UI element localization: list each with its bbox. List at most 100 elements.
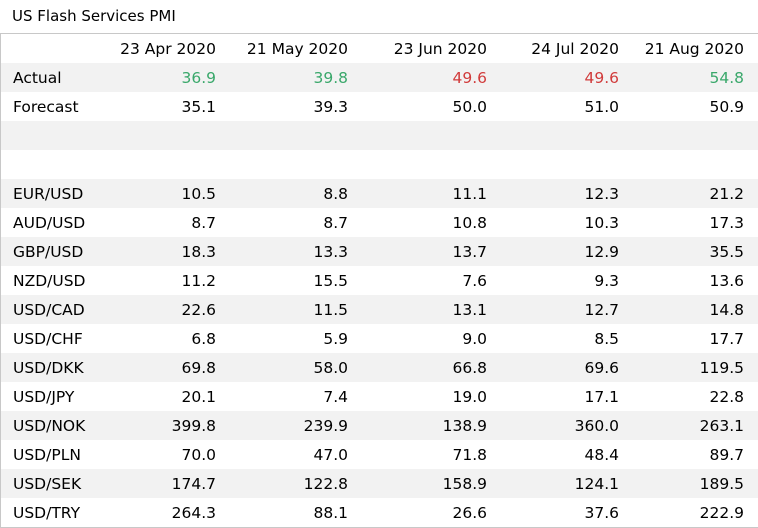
- forecast-value: 35.1: [181, 97, 216, 116]
- table-cell: 7.4: [323, 387, 348, 406]
- table-cell: 158.9: [442, 474, 487, 493]
- row-label: USD/TRY: [13, 503, 81, 522]
- table-cell: 71.8: [452, 445, 487, 464]
- row-label: GBP/USD: [13, 242, 84, 261]
- table-cell: 58.0: [313, 358, 348, 377]
- table-cell: 7.6: [462, 271, 487, 290]
- table-cell: 263.1: [699, 416, 744, 435]
- table-cell: 48.4: [584, 445, 619, 464]
- table-cell: 69.8: [181, 358, 216, 377]
- header-row: 23 Apr 2020 21 May 2020 23 Jun 2020 24 J…: [1, 34, 758, 63]
- table-cell: 17.1: [584, 387, 619, 406]
- table-cell: 18.3: [181, 242, 216, 261]
- table-title: US Flash Services PMI: [12, 7, 176, 25]
- table-row: USD/CHF 6.8 5.9 9.0 8.5 17.7: [1, 324, 758, 353]
- actual-value: 49.6: [584, 68, 619, 87]
- actual-value: 39.8: [313, 68, 348, 87]
- actual-value: 36.9: [181, 68, 216, 87]
- table-cell: 124.1: [574, 474, 619, 493]
- row-label: USD/SEK: [13, 474, 82, 493]
- row-label: USD/DKK: [13, 358, 84, 377]
- table-cell: 360.0: [574, 416, 619, 435]
- table-cell: 19.0: [452, 387, 487, 406]
- pmi-table: 23 Apr 2020 21 May 2020 23 Jun 2020 24 J…: [0, 33, 758, 528]
- table-cell: 11.5: [313, 300, 348, 319]
- table-cell: 9.0: [462, 329, 487, 348]
- row-label: Forecast: [13, 97, 79, 116]
- table-row: USD/DKK 69.8 58.0 66.8 69.6 119.5: [1, 353, 758, 382]
- table-cell: 6.8: [191, 329, 216, 348]
- table-cell: 5.9: [323, 329, 348, 348]
- table-cell: 10.3: [584, 213, 619, 232]
- row-label: AUD/USD: [13, 213, 86, 232]
- table-row: AUD/USD 8.7 8.7 10.8 10.3 17.3: [1, 208, 758, 237]
- row-label: USD/JPY: [13, 387, 75, 406]
- table-cell: 222.9: [699, 503, 744, 522]
- column-header: 23 Apr 2020: [120, 39, 216, 58]
- table-cell: 26.6: [452, 503, 487, 522]
- forecast-value: 39.3: [313, 97, 348, 116]
- table-cell: 13.1: [452, 300, 487, 319]
- table-cell: 10.8: [452, 213, 487, 232]
- table-cell: 264.3: [171, 503, 216, 522]
- table-cell: 11.1: [452, 184, 487, 203]
- row-label: USD/CAD: [13, 300, 85, 319]
- row-label: USD/NOK: [13, 416, 86, 435]
- table-cell: 69.6: [584, 358, 619, 377]
- column-header: 21 Aug 2020: [644, 39, 744, 58]
- table-cell: 13.7: [452, 242, 487, 261]
- table-cell: 122.8: [303, 474, 348, 493]
- table-cell: 15.5: [313, 271, 348, 290]
- table-cell: 189.5: [699, 474, 744, 493]
- table-row: USD/TRY 264.3 88.1 26.6 37.6 222.9: [1, 498, 758, 527]
- forecast-value: 50.0: [452, 97, 487, 116]
- table-cell: 10.5: [181, 184, 216, 203]
- table-cell: 138.9: [442, 416, 487, 435]
- table-cell: 89.7: [709, 445, 744, 464]
- table-row: USD/JPY 20.1 7.4 19.0 17.1 22.8: [1, 382, 758, 411]
- table-cell: 9.3: [594, 271, 619, 290]
- table-cell: 399.8: [171, 416, 216, 435]
- table-cell: 17.3: [709, 213, 744, 232]
- table-cell: 17.7: [709, 329, 744, 348]
- row-label: Actual: [13, 68, 62, 87]
- table-cell: 20.1: [181, 387, 216, 406]
- table-cell: 47.0: [313, 445, 348, 464]
- forecast-value: 51.0: [584, 97, 619, 116]
- table-cell: 88.1: [313, 503, 348, 522]
- table-cell: 21.2: [709, 184, 744, 203]
- table-cell: 37.6: [584, 503, 619, 522]
- table-row: USD/PLN 70.0 47.0 71.8 48.4 89.7: [1, 440, 758, 469]
- table-cell: 174.7: [171, 474, 216, 493]
- table-cell: 14.8: [709, 300, 744, 319]
- table-row: EUR/USD 10.5 8.8 11.1 12.3 21.2: [1, 179, 758, 208]
- row-label: NZD/USD: [13, 271, 86, 290]
- actual-row: Actual 36.9 39.8 49.6 49.6 54.8: [1, 63, 758, 92]
- table-cell: 8.8: [323, 184, 348, 203]
- column-header: 21 May 2020: [246, 39, 348, 58]
- table-cell: 11.2: [181, 271, 216, 290]
- table-cell: 239.9: [303, 416, 348, 435]
- table-row: USD/NOK 399.8 239.9 138.9 360.0 263.1: [1, 411, 758, 440]
- table-cell: 12.7: [584, 300, 619, 319]
- table-cell: 119.5: [699, 358, 744, 377]
- spacer-row: [1, 121, 758, 150]
- table-cell: 8.7: [323, 213, 348, 232]
- pair-rows: EUR/USD 10.5 8.8 11.1 12.3 21.2 AUD/USD 8.7 8.7 1…: [1, 179, 758, 527]
- table-cell: 13.6: [709, 271, 744, 290]
- table-row: NZD/USD 11.2 15.5 7.6 9.3 13.6: [1, 266, 758, 295]
- table-cell: 70.0: [181, 445, 216, 464]
- forecast-row: Forecast 35.1 39.3 50.0 51.0 50.9: [1, 92, 758, 121]
- table-cell: 8.7: [191, 213, 216, 232]
- column-header: 23 Jun 2020: [393, 39, 487, 58]
- table-cell: 12.9: [584, 242, 619, 261]
- table-cell: 8.5: [594, 329, 619, 348]
- table-cell: 22.8: [709, 387, 744, 406]
- table-cell: 66.8: [452, 358, 487, 377]
- table-cell: 22.6: [181, 300, 216, 319]
- row-label: USD/PLN: [13, 445, 81, 464]
- table-cell: 12.3: [584, 184, 619, 203]
- column-header: 24 Jul 2020: [531, 39, 619, 58]
- row-label: EUR/USD: [13, 184, 84, 203]
- actual-value: 49.6: [452, 68, 487, 87]
